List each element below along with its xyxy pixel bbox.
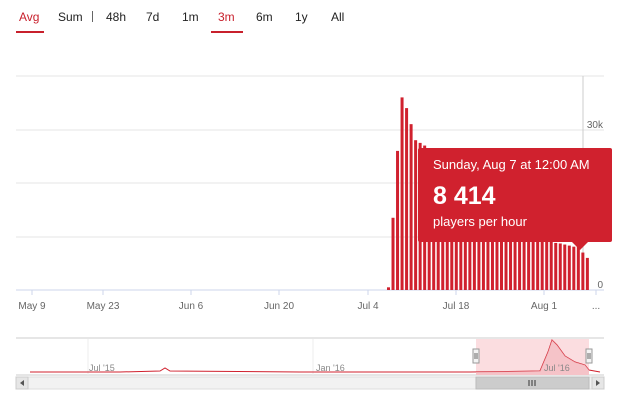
x-tick-label: Jun 20 (264, 301, 294, 312)
bar[interactable] (500, 220, 503, 290)
bar[interactable] (549, 241, 553, 290)
range-3m-button[interactable]: 3m (218, 10, 235, 24)
toolbar-separator (92, 11, 93, 22)
range-6m-button[interactable]: 6m (256, 10, 273, 24)
bar[interactable] (554, 242, 558, 290)
bar[interactable] (495, 215, 499, 290)
navigator-frame (16, 337, 604, 376)
navigator-right-handle[interactable] (585, 348, 593, 364)
x-tick-label: Jul 18 (443, 301, 470, 312)
bar[interactable] (513, 228, 517, 290)
bar[interactable] (486, 196, 490, 291)
tooltip-value: 8 414 (433, 182, 496, 210)
avg-button[interactable]: Avg (19, 10, 40, 24)
bar[interactable] (572, 246, 576, 290)
range-1y-button[interactable]: 1y (295, 10, 308, 24)
range-toolbar: Avg Sum 48h 7d 1m 3m 6m 1y All (0, 0, 624, 36)
bar[interactable] (581, 252, 585, 290)
bar[interactable] (576, 244, 580, 290)
navigator-series-line (30, 339, 601, 373)
bar[interactable] (585, 257, 589, 290)
tooltip-date: Sunday, Aug 7 at 12:00 AM (433, 157, 590, 172)
navigator-series-area (476, 340, 589, 375)
bar[interactable] (391, 217, 395, 290)
bar[interactable] (396, 150, 400, 290)
bar[interactable] (409, 124, 413, 291)
arrow-right-icon[interactable] (591, 376, 605, 390)
bar[interactable] (563, 244, 567, 290)
sum-button[interactable]: Sum (58, 10, 83, 24)
tooltip-unit: players per hour (433, 214, 527, 229)
x-tick-label: ... (592, 301, 600, 312)
bar[interactable] (504, 223, 508, 291)
navigator-label-jul15: Jul '15 (89, 363, 115, 373)
navigator-label-jul16: Jul '16 (544, 363, 570, 373)
navigator-left-handle[interactable] (472, 348, 480, 364)
navigator-label-jan16: Jan '16 (316, 363, 345, 373)
bar[interactable] (490, 204, 494, 290)
bar[interactable] (536, 238, 540, 290)
bar[interactable] (400, 97, 404, 291)
bar[interactable] (567, 245, 571, 290)
range-3m-active-underline (211, 31, 243, 33)
x-tick-label: Jun 6 (179, 301, 204, 312)
bar[interactable] (414, 140, 418, 290)
bar[interactable] (545, 240, 549, 290)
scrollbar-thumb[interactable] (475, 376, 590, 390)
range-48h-button[interactable]: 48h (106, 10, 127, 24)
bar[interactable] (522, 233, 526, 290)
x-tick-label: May 23 (87, 301, 120, 312)
bar[interactable] (527, 236, 531, 291)
x-tick-label: Aug 1 (531, 301, 558, 312)
y-axis-ticks: 0 30k (587, 120, 604, 291)
y-tick-label: 30k (587, 120, 604, 131)
bar[interactable] (387, 287, 390, 290)
avg-active-underline (16, 31, 44, 33)
bar[interactable] (531, 237, 535, 290)
range-7d-button[interactable]: 7d (146, 10, 160, 24)
scrollbar[interactable] (15, 376, 605, 390)
y-tick-label: 0 (597, 280, 603, 291)
arrow-left-icon[interactable] (15, 376, 29, 390)
chart-tooltip: Sunday, Aug 7 at 12:00 AM 8 414 players … (418, 148, 612, 250)
bar[interactable] (509, 225, 513, 290)
x-tick-label: Jul 4 (357, 301, 379, 312)
bar[interactable] (405, 108, 409, 290)
bar[interactable] (540, 239, 544, 290)
x-tick-label: May 9 (18, 301, 46, 312)
bar[interactable] (558, 243, 562, 290)
bar[interactable] (518, 231, 522, 290)
range-1m-button[interactable]: 1m (182, 10, 199, 24)
x-axis-ticks: May 9 May 23 Jun 6 Jun 20 Jul 4 Jul 18 Aug 1..… (18, 290, 600, 312)
grip-lines-icon (528, 380, 536, 386)
range-all-button[interactable]: All (331, 10, 345, 24)
navigator-selected-range[interactable] (476, 339, 589, 375)
